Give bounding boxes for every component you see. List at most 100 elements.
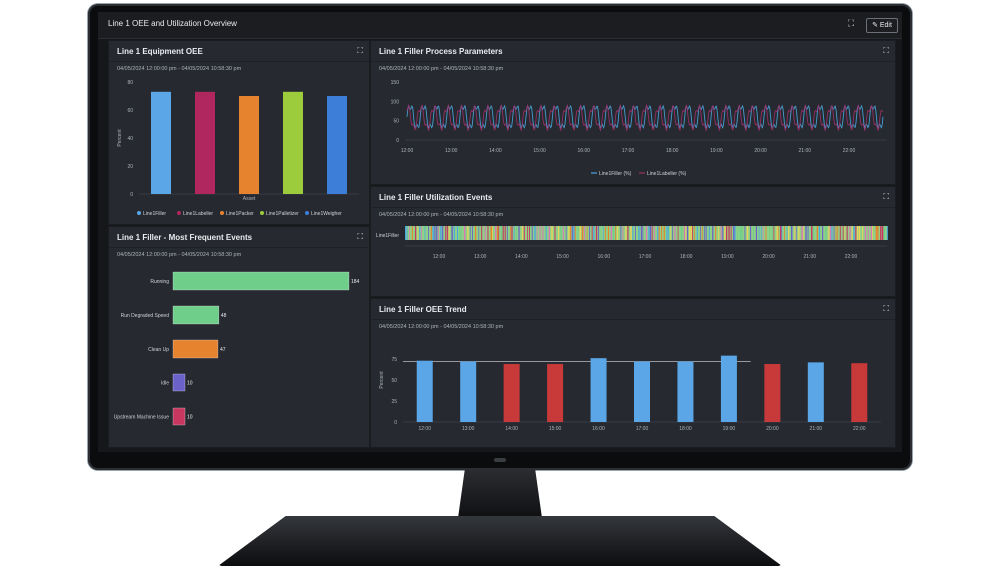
event-mark	[484, 226, 486, 240]
x-tick-label: 20:00	[754, 148, 767, 154]
event-mark	[744, 226, 746, 240]
fullscreen-icon[interactable]: ⛶	[883, 192, 889, 201]
event-mark	[741, 226, 743, 240]
event-mark	[635, 226, 636, 240]
edit-button[interactable]: ✎ Edit	[866, 18, 898, 33]
event-mark	[760, 226, 762, 240]
bar	[677, 361, 694, 422]
event-mark	[877, 226, 879, 240]
event-mark	[460, 226, 462, 240]
event-mark	[855, 226, 857, 240]
event-mark	[722, 226, 724, 240]
bar	[851, 363, 868, 422]
event-mark	[846, 226, 848, 240]
event-mark	[680, 226, 683, 240]
y-tick-label: 75	[391, 357, 397, 363]
event-mark	[584, 226, 586, 240]
fullscreen-icon[interactable]: ⛶	[357, 232, 363, 241]
event-mark	[822, 226, 824, 240]
event-mark	[568, 226, 570, 240]
event-mark	[457, 226, 459, 240]
event-mark	[562, 226, 564, 240]
x-tick-label: 18:00	[666, 148, 679, 154]
event-mark	[434, 226, 436, 240]
event-mark	[829, 226, 832, 240]
event-mark	[663, 226, 665, 240]
date-range: 04/05/2024 12:00:00 pm - 04/05/2024 10:5…	[379, 66, 504, 72]
x-tick-label: 20:00	[766, 426, 779, 432]
data-label: 10	[187, 415, 193, 421]
x-tick-label: 20:00	[762, 254, 775, 260]
event-mark	[870, 226, 873, 240]
event-mark	[528, 226, 530, 240]
fullscreen-icon[interactable]: ⛶	[883, 46, 889, 55]
event-mark	[658, 226, 660, 240]
event-mark	[685, 226, 687, 240]
event-mark	[467, 226, 469, 240]
legend-swatch	[137, 211, 141, 215]
event-mark	[831, 226, 833, 240]
x-tick-label: 21:00	[799, 148, 812, 154]
legend-swatch	[177, 211, 181, 215]
event-mark	[492, 226, 493, 240]
x-tick-label: 21:00	[804, 254, 817, 260]
data-label: 48	[221, 313, 227, 319]
y-tick-label: 150	[391, 80, 400, 86]
event-mark	[615, 226, 616, 240]
event-mark	[758, 226, 760, 240]
event-mark	[545, 226, 547, 240]
panel-title: Line 1 Filler OEE Trend	[379, 305, 467, 314]
event-mark	[448, 226, 450, 240]
event-mark	[801, 226, 803, 240]
event-mark	[481, 226, 483, 240]
event-mark	[506, 226, 508, 240]
event-mark	[421, 226, 422, 240]
y-tick-label: 0	[394, 420, 397, 426]
event-mark	[487, 226, 489, 240]
x-tick-label: 17:00	[639, 254, 652, 260]
event-mark	[591, 226, 593, 240]
event-mark	[504, 226, 506, 240]
oee-trend-chart: 0 25 50 75 Percent 12:00 13:00 14:00 15:00 16:00 1…	[379, 355, 881, 432]
event-mark	[494, 226, 497, 240]
event-mark	[724, 226, 726, 240]
event-mark	[689, 226, 691, 240]
event-mark	[734, 226, 736, 240]
fullscreen-icon[interactable]: ⛶	[883, 304, 889, 313]
equipment-oee-chart: 0 20 40 60 80 Percent Asset Line1Filler Line1Lab…	[117, 80, 359, 217]
event-mark	[447, 226, 449, 240]
event-mark	[746, 226, 749, 240]
bar	[172, 305, 220, 325]
fullscreen-icon[interactable]: ⛶	[847, 18, 855, 28]
event-mark	[737, 226, 738, 240]
event-mark	[539, 226, 541, 240]
x-tick-label: 12:00	[418, 426, 431, 432]
event-mark	[733, 226, 735, 240]
panel-oee-trend: Line 1 Filler OEE Trend ⛶ 04/05/2024 12:…	[370, 298, 896, 448]
fullscreen-icon[interactable]: ⛶	[357, 46, 363, 55]
event-mark	[674, 226, 676, 240]
event-mark	[705, 226, 707, 240]
category-label: Idle	[161, 381, 169, 387]
event-mark	[803, 226, 805, 240]
event-mark	[440, 226, 442, 240]
panel-title: Line 1 Filler - Most Frequent Events	[117, 233, 253, 242]
event-mark	[574, 226, 576, 240]
event-mark	[670, 226, 672, 240]
event-mark	[773, 226, 775, 240]
event-mark	[451, 226, 453, 240]
event-mark	[551, 226, 553, 240]
edit-button-label: Edit	[879, 22, 892, 29]
dashboard-title: Line 1 OEE and Utilization Overview	[108, 19, 237, 28]
event-mark	[610, 226, 613, 240]
legend-label: Line1Palletizer	[266, 211, 299, 217]
monitor-stand-base	[218, 516, 782, 566]
x-tick-label: 18:00	[679, 426, 692, 432]
most-frequent-events-chart: Running 184 Run Degraded Speed 48 Clean Up 47…	[114, 271, 360, 426]
legend-label: Line1Filler (%)	[599, 171, 632, 177]
event-mark	[784, 226, 785, 240]
x-tick-label: 14:00	[489, 148, 502, 154]
bar	[590, 358, 607, 422]
event-mark	[424, 226, 426, 240]
event-mark	[753, 226, 755, 240]
